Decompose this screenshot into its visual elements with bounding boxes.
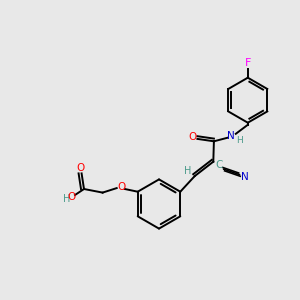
Text: N: N <box>227 130 235 141</box>
Text: O: O <box>188 132 196 142</box>
Text: H: H <box>236 136 243 146</box>
Text: C: C <box>215 160 222 170</box>
Text: O: O <box>67 192 76 203</box>
Text: O: O <box>77 163 85 173</box>
Text: F: F <box>244 58 251 68</box>
Text: H: H <box>184 166 192 176</box>
Text: N: N <box>241 172 249 182</box>
Text: O: O <box>117 182 125 192</box>
Text: H: H <box>63 194 70 204</box>
